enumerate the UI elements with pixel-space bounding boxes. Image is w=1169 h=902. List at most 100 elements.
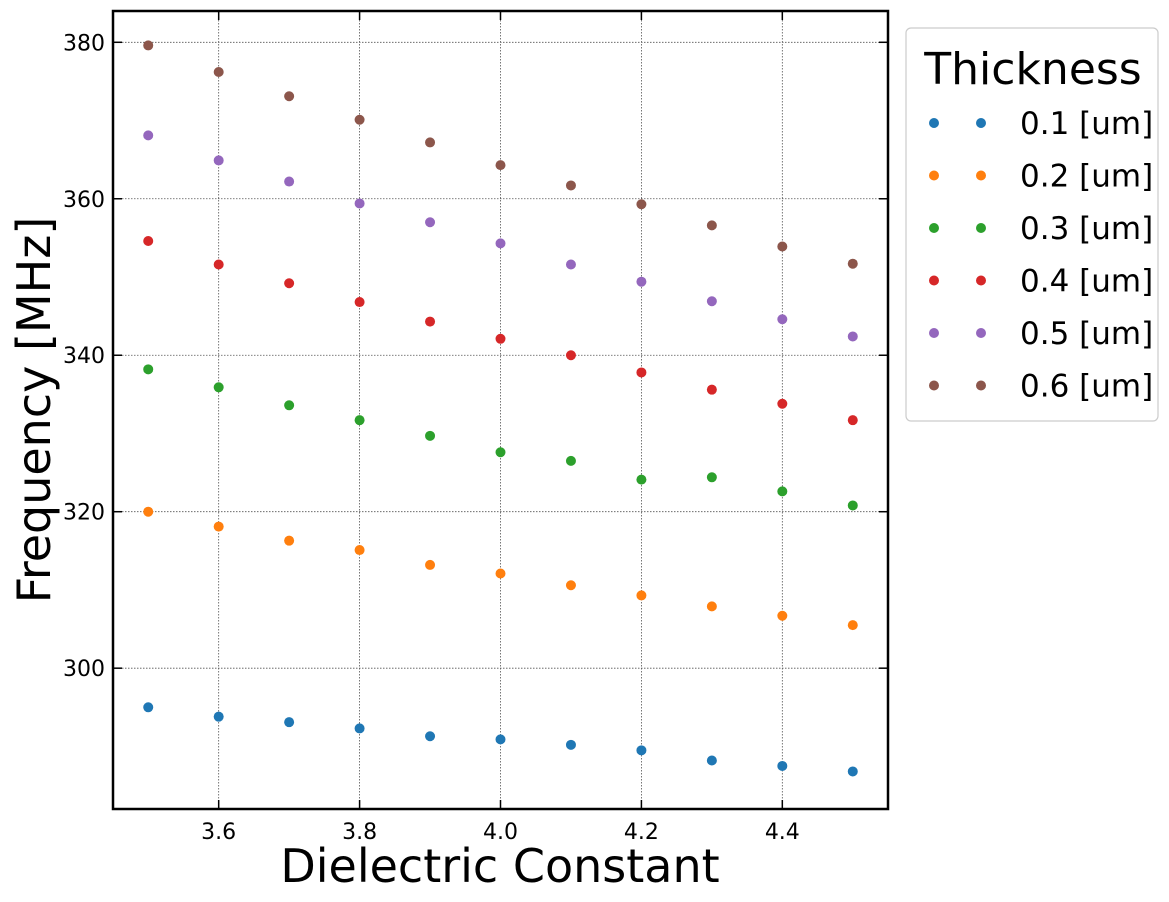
grid-lines (113, 11, 888, 809)
x-tick-label: 3.6 (201, 820, 236, 845)
data-point (777, 398, 788, 409)
data-point (213, 711, 224, 722)
legend-label: 0.2 [um] (1020, 159, 1153, 195)
legend: Thickness 0.1 [um] 0.2 [um] 0.3 [um] 0.4 [u… (905, 27, 1159, 422)
x-axis-label: Dielectric Constant (280, 839, 719, 893)
data-point (213, 382, 224, 393)
legend-marker (929, 118, 939, 128)
y-tick-label: 320 (63, 501, 105, 526)
data-point (425, 430, 436, 441)
legend-title: Thickness (923, 44, 1141, 95)
data-point (706, 601, 717, 612)
data-point (143, 236, 154, 247)
data-point (354, 723, 365, 734)
data-point (847, 620, 858, 631)
x-tick-label: 4.4 (765, 820, 800, 845)
data-point (354, 545, 365, 556)
data-point (284, 91, 295, 102)
legend-entry: 0.2 [um] (929, 159, 1153, 195)
data-point (143, 40, 154, 51)
data-point (213, 521, 224, 532)
data-point (354, 114, 365, 125)
legend-marker (976, 380, 986, 391)
data-point (706, 472, 717, 483)
data-point (636, 590, 647, 601)
data-point (847, 766, 858, 777)
data-point (143, 364, 154, 375)
data-point (706, 384, 717, 395)
data-point (284, 176, 295, 187)
data-point (425, 731, 436, 742)
data-point (706, 296, 717, 307)
legend-label: 0.5 [um] (1020, 316, 1153, 352)
legend-entry: 0.1 [um] (929, 106, 1153, 142)
data-point (565, 350, 576, 361)
data-point (143, 702, 154, 713)
x-tick-label: 4.2 (624, 820, 659, 845)
legend-entries: 0.1 [um] 0.2 [um] 0.3 [um] 0.4 [um] 0.5 [um]… (929, 106, 1153, 405)
x-tick-label: 3.8 (342, 820, 377, 845)
data-point (706, 755, 717, 766)
data-point (425, 217, 436, 228)
data-point (213, 155, 224, 166)
data-point (777, 241, 788, 252)
data-point (284, 400, 295, 411)
data-point (495, 568, 506, 579)
data-point (143, 130, 154, 141)
data-point (706, 220, 717, 231)
data-point (284, 717, 295, 728)
data-point (847, 331, 858, 342)
data-point (354, 198, 365, 209)
legend-entry: 0.4 [um] (929, 264, 1153, 300)
data-point (565, 739, 576, 750)
legend-entry: 0.5 [um] (929, 316, 1153, 352)
legend-marker (929, 223, 939, 233)
legend-label: 0.4 [um] (1020, 264, 1153, 300)
data-point (425, 559, 436, 570)
data-point (777, 760, 788, 771)
data-point (425, 137, 436, 148)
legend-box (905, 27, 1159, 422)
data-point (636, 199, 647, 210)
legend-label: 0.6 [um] (1020, 369, 1153, 405)
data-point (636, 367, 647, 378)
data-point (495, 238, 506, 249)
data-point (636, 276, 647, 287)
data-point (847, 415, 858, 426)
data-point (847, 258, 858, 269)
legend-entry: 0.6 [um] (929, 369, 1153, 405)
data-point (565, 580, 576, 591)
legend-marker (976, 118, 986, 128)
data-point (777, 610, 788, 621)
data-point (213, 259, 224, 270)
legend-marker (976, 170, 986, 181)
y-axis-label: Frequency [MHz] (7, 217, 61, 604)
data-point (565, 259, 576, 270)
data-point (565, 180, 576, 191)
axis-ticks: 3.6 3.8 4.0 4.2 4.4 300 320 340 360 380 (63, 11, 888, 845)
legend-marker (929, 170, 939, 181)
data-point (354, 297, 365, 308)
legend-label: 0.1 [um] (1020, 106, 1153, 142)
legend-marker (976, 275, 986, 286)
legend-marker (976, 223, 986, 233)
y-tick-label: 380 (63, 31, 105, 56)
y-tick-label: 360 (63, 188, 105, 213)
data-point (777, 314, 788, 325)
data-point (636, 474, 647, 485)
data-point (495, 447, 506, 458)
data-point (284, 535, 295, 546)
data-point (495, 734, 506, 745)
data-point (425, 316, 436, 327)
legend-marker (929, 380, 939, 391)
data-points (143, 40, 858, 777)
legend-marker (929, 275, 939, 286)
legend-marker (976, 328, 986, 338)
data-point (495, 160, 506, 171)
data-point (847, 500, 858, 511)
y-tick-label: 340 (63, 344, 105, 369)
x-tick-label: 4.0 (483, 820, 518, 845)
legend-marker (929, 328, 939, 338)
data-point (636, 745, 647, 756)
